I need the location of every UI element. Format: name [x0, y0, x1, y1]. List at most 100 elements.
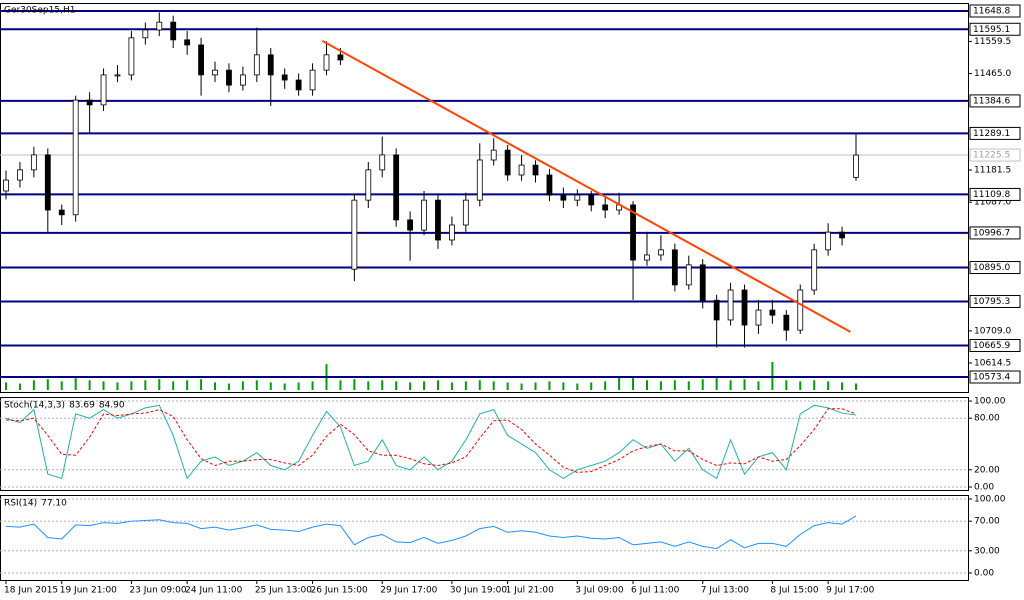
candle-body	[769, 309, 776, 316]
volume-bar	[659, 381, 662, 390]
candle-body	[365, 169, 372, 201]
volume-bar	[813, 380, 816, 390]
y-tick-label: 20.00	[974, 465, 1000, 475]
candle-body	[58, 209, 65, 216]
candle-body	[421, 199, 427, 231]
level-label-box	[969, 94, 1021, 108]
candle-body	[699, 264, 706, 301]
panel-frame	[0, 495, 969, 581]
volume-bar	[297, 382, 300, 390]
candle-body	[337, 54, 344, 61]
volume-bar	[32, 380, 35, 390]
candle-body	[797, 289, 804, 331]
volume-bar	[18, 383, 21, 390]
level-label-box	[969, 4, 1021, 18]
level-label: 10895.0	[973, 263, 1010, 273]
candle-body	[100, 74, 107, 106]
volume-bar	[74, 378, 77, 390]
candle-body	[811, 249, 818, 291]
volume-bar	[339, 380, 342, 390]
volume-bar	[186, 380, 189, 390]
candle-body	[462, 199, 469, 226]
volume-bar	[423, 381, 426, 390]
volume-bar	[88, 380, 91, 390]
candle-body	[560, 194, 567, 201]
panel-frame	[0, 397, 969, 491]
x-tick-label: 9 Jul 17:00	[826, 586, 875, 596]
x-tick-label: 19 Jun 21:00	[60, 586, 117, 596]
y-tick-label: 100.00	[974, 397, 1006, 407]
candle-body	[504, 149, 511, 176]
y-tick-label: 11465.0	[974, 69, 1011, 79]
candle-body	[435, 199, 441, 241]
candle-body	[17, 169, 23, 181]
y-tick-label: 11087.0	[974, 198, 1011, 208]
candle-body	[44, 154, 51, 211]
candle-body	[574, 194, 581, 201]
candle-body	[393, 154, 400, 221]
candle-body	[142, 29, 149, 39]
level-label: 10795.3	[973, 297, 1010, 307]
volume-bar	[757, 381, 760, 390]
candle-body	[184, 39, 191, 46]
candle-body	[671, 249, 678, 286]
level-label-box	[969, 261, 1021, 275]
volume-bar	[158, 379, 161, 390]
indicator-readout: 77.10	[41, 499, 67, 509]
volume-bar	[5, 382, 7, 390]
volume-bar	[60, 381, 63, 390]
level-label: 10665.9	[973, 341, 1010, 351]
candle-body	[351, 199, 358, 270]
x-tick-label: 8 Jul 15:00	[770, 586, 819, 596]
candle-body	[267, 54, 274, 76]
volume-bar	[395, 381, 398, 390]
volume-bar	[855, 383, 857, 390]
volume-bar	[241, 381, 244, 390]
x-tick-label: 6 Jul 11:00	[631, 586, 680, 596]
volume-bar	[436, 380, 439, 390]
volume-bar	[367, 381, 370, 390]
candle-body	[3, 179, 9, 192]
candle-body	[602, 204, 609, 211]
candle-body	[853, 154, 859, 178]
level-label: 10573.4	[973, 372, 1010, 382]
volume-bar	[841, 382, 844, 390]
level-label-box	[969, 370, 1021, 384]
volume-bar	[673, 380, 676, 390]
volume-bar	[478, 380, 481, 390]
candle-body	[114, 74, 121, 77]
y-tick-label: 10709.0	[974, 326, 1011, 336]
indicator-title: Stoch(14,3,3)	[4, 401, 65, 411]
x-tick-label: 3 Jul 09:00	[575, 586, 624, 596]
volume-bar	[116, 382, 119, 390]
volume-bar	[214, 382, 217, 390]
candle-body	[644, 254, 650, 261]
chart-title: Ger30Sep15,H1	[4, 6, 75, 16]
volume-bar	[381, 380, 384, 390]
volume-bar	[827, 381, 830, 390]
volume-bar	[506, 382, 509, 390]
volume-bar	[283, 383, 286, 390]
level-label: 11648.8	[973, 6, 1010, 16]
volume-bar	[701, 379, 704, 390]
volume-bar	[492, 381, 495, 390]
volume-bar	[590, 382, 593, 390]
candle-body	[546, 174, 553, 196]
trendline	[321, 40, 851, 333]
y-tick-label: 10614.5	[974, 359, 1011, 369]
indicator-title: RSI(14)	[4, 499, 37, 509]
volume-bar	[130, 381, 133, 390]
y-tick-label: 11181.5	[974, 166, 1011, 176]
volume-bar	[687, 381, 690, 390]
volume-bar	[172, 381, 175, 390]
volume-bar	[645, 380, 648, 390]
panel-frame	[0, 3, 969, 393]
level-label-box	[969, 126, 1021, 140]
level-label-box	[969, 22, 1021, 36]
candle-body	[212, 69, 218, 76]
y-tick-label: 70.00	[974, 517, 1000, 527]
current-price-label: 11225.5	[973, 151, 1010, 161]
candle-body	[630, 204, 636, 261]
candle-body	[727, 289, 734, 321]
